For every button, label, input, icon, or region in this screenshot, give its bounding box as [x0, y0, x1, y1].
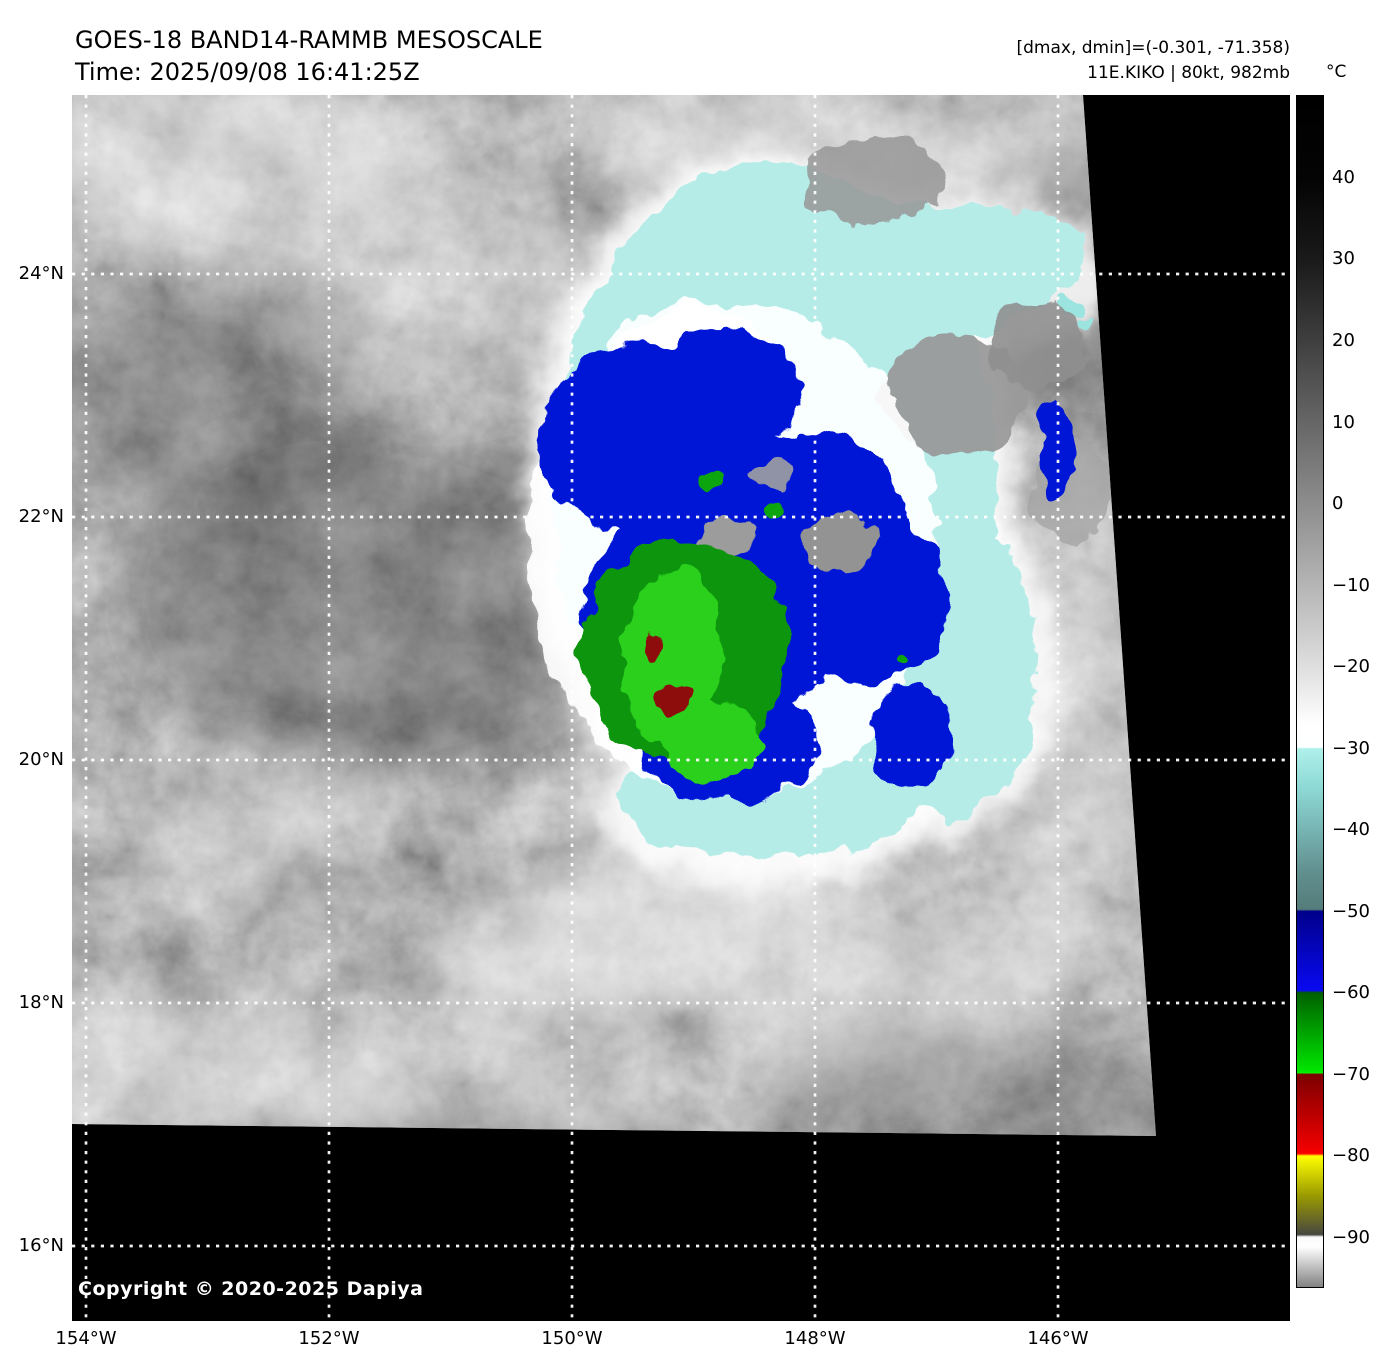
- lon-label-152w: 152°W: [298, 1328, 360, 1349]
- lat-label-22n: 22°N: [18, 506, 64, 527]
- gray-breaks: [802, 135, 1112, 540]
- colorbar-tick-m60: −60: [1332, 982, 1370, 1003]
- lon-label-154w: 154°W: [55, 1328, 117, 1349]
- colorbar-tick-m70: −70: [1332, 1064, 1370, 1085]
- header-block: GOES-18 BAND14-RAMMB MESOSCALE Time: 202…: [75, 24, 543, 88]
- satellite-image: [72, 95, 1290, 1321]
- time-label: Time: 2025/09/08 16:41:25Z: [75, 58, 420, 86]
- colorbar-tick-0: 0: [1332, 493, 1344, 514]
- storm-info-label: 11E.KIKO | 80kt, 982mb: [1087, 63, 1290, 83]
- colorbar-tick-10: 10: [1332, 412, 1355, 433]
- colorbar-tick-m80: −80: [1332, 1145, 1370, 1166]
- temperature-colorbar: [1296, 95, 1324, 1288]
- graticule: [72, 95, 1290, 1321]
- copyright-label: Copyright © 2020-2025 Dapiya: [78, 1278, 424, 1300]
- lat-label-16n: 16°N: [18, 1235, 64, 1256]
- lat-label-24n: 24°N: [18, 263, 64, 284]
- annotation-block: [dmax, dmin]=(-0.301, -71.358) 11E.KIKO …: [1017, 36, 1291, 86]
- colorbar-tick-40: 40: [1332, 167, 1355, 188]
- colorbar-tick-m10: −10: [1332, 575, 1370, 596]
- green-coldest-tops: [579, 473, 909, 782]
- colorbar-tick-m40: −40: [1332, 819, 1370, 840]
- hurricane-kiko: [527, 135, 1117, 885]
- colorbar-tick-m30: −30: [1332, 738, 1370, 759]
- lat-label-20n: 20°N: [18, 749, 64, 770]
- colorbar-unit-label: °C: [1326, 62, 1347, 82]
- lat-label-18n: 18°N: [18, 992, 64, 1013]
- colorbar-tick-20: 20: [1332, 330, 1355, 351]
- lon-label-146w: 146°W: [1027, 1328, 1089, 1349]
- page-title: GOES-18 BAND14-RAMMB MESOSCALE: [75, 26, 543, 54]
- satellite-map: Copyright © 2020-2025 Dapiya: [72, 95, 1290, 1321]
- lon-label-148w: 148°W: [784, 1328, 846, 1349]
- colorbar-tick-m90: −90: [1332, 1227, 1370, 1248]
- colorbar-tick-m50: −50: [1332, 901, 1370, 922]
- colorbar-tick-30: 30: [1332, 248, 1355, 269]
- lon-label-150w: 150°W: [541, 1328, 603, 1349]
- data-region: [72, 95, 1156, 1136]
- overshooting-tops-red: [649, 632, 690, 712]
- colorbar-tick-m20: −20: [1332, 656, 1370, 677]
- dmax-dmin-label: [dmax, dmin]=(-0.301, -71.358): [1016, 38, 1291, 58]
